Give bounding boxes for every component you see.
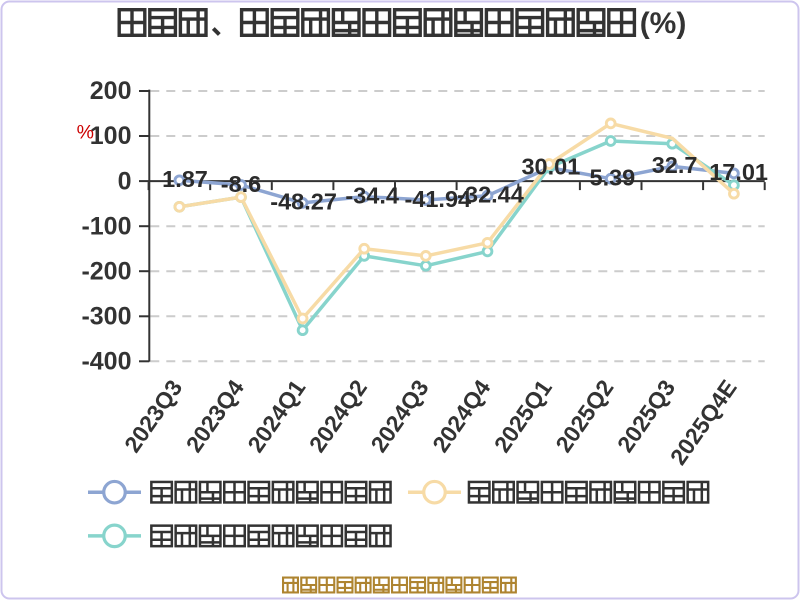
svg-text:1.87: 1.87: [162, 166, 208, 192]
svg-text:0: 0: [118, 167, 132, 195]
svg-text:-300: -300: [81, 303, 131, 331]
svg-text:-200: -200: [81, 257, 131, 285]
svg-text:-8.6: -8.6: [221, 171, 262, 197]
svg-text:100: 100: [90, 122, 132, 150]
svg-text:%: %: [77, 122, 94, 144]
svg-text:-41.94: -41.94: [404, 186, 471, 212]
svg-text:30.01: 30.01: [521, 153, 580, 179]
svg-text:200: 200: [90, 77, 132, 105]
svg-text:-400: -400: [81, 348, 131, 376]
svg-text:17.01: 17.01: [709, 159, 768, 185]
svg-text:-100: -100: [81, 212, 131, 240]
svg-text:5.39: 5.39: [590, 165, 636, 191]
svg-text:-48.27: -48.27: [270, 189, 337, 215]
svg-text:-32.44: -32.44: [457, 182, 524, 208]
svg-text:32.7: 32.7: [652, 152, 698, 178]
svg-text:(%): (%): [640, 7, 687, 40]
svg-text:-34.4: -34.4: [345, 182, 399, 208]
